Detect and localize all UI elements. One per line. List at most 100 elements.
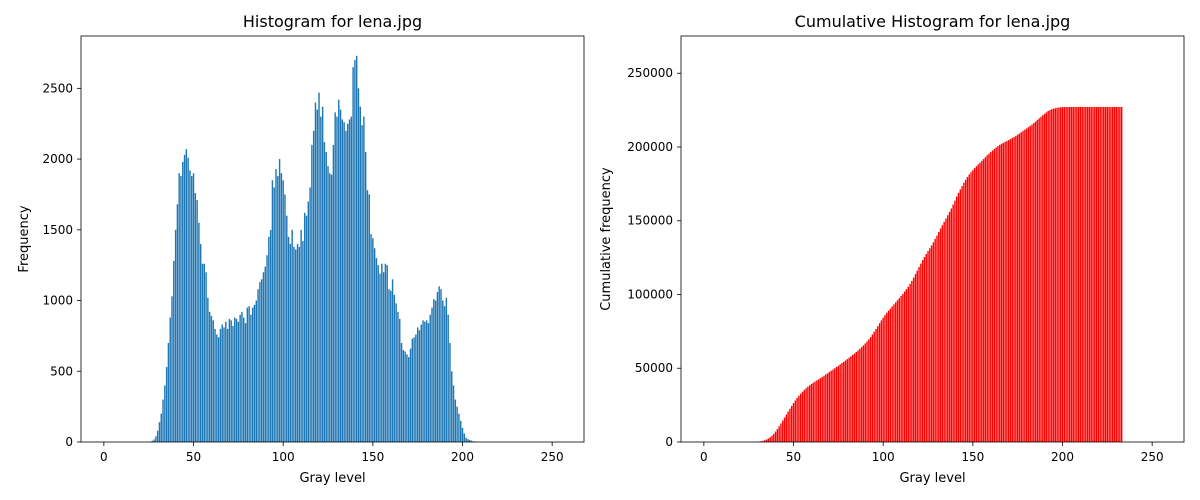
- bar: [404, 351, 406, 442]
- bar: [334, 112, 336, 442]
- bar: [882, 317, 884, 442]
- x-tick-label: 0: [700, 450, 708, 464]
- cumulative-title: Cumulative Histogram for lena.jpg: [795, 12, 1071, 31]
- bar: [869, 337, 872, 442]
- bar: [445, 297, 448, 442]
- histogram-title: Histogram for lena.jpg: [243, 12, 422, 31]
- x-tick-label: 250: [541, 450, 564, 464]
- bar: [237, 321, 240, 442]
- bar: [411, 338, 414, 442]
- bar: [275, 168, 277, 443]
- bar: [230, 320, 232, 442]
- bar: [1009, 139, 1012, 443]
- bar: [930, 245, 933, 442]
- bar: [259, 282, 261, 442]
- bar: [773, 433, 775, 442]
- bar: [963, 182, 965, 442]
- bar: [1108, 106, 1110, 443]
- bar: [816, 380, 818, 442]
- bar: [289, 243, 292, 442]
- bar: [339, 109, 342, 442]
- bar: [286, 215, 288, 442]
- bar: [1104, 106, 1107, 443]
- bar: [187, 157, 189, 442]
- bar: [366, 190, 369, 442]
- bar: [225, 321, 227, 442]
- bar: [805, 388, 807, 442]
- bar: [226, 328, 229, 442]
- histogram-y-axis-label: Frequency: [17, 205, 32, 272]
- bar: [957, 192, 960, 442]
- bar: [295, 249, 297, 442]
- bar: [771, 435, 773, 442]
- bar: [234, 317, 236, 442]
- bar: [381, 263, 383, 442]
- bar: [239, 314, 241, 442]
- bar: [1029, 125, 1031, 443]
- bar: [208, 311, 211, 442]
- bar: [875, 328, 877, 442]
- bar: [1070, 106, 1073, 442]
- bar: [303, 212, 306, 442]
- bar: [1120, 106, 1123, 443]
- bar: [929, 248, 931, 442]
- bar: [390, 290, 392, 442]
- histogram-axes-frame: [80, 35, 585, 443]
- bar: [862, 345, 865, 442]
- bar: [312, 130, 315, 442]
- bar: [416, 327, 419, 442]
- bar: [841, 363, 843, 442]
- x-tick-label: 200: [451, 450, 474, 464]
- bar: [203, 263, 205, 442]
- bar: [406, 354, 408, 442]
- bar: [1092, 106, 1094, 443]
- bar: [158, 422, 161, 442]
- bar: [241, 311, 243, 442]
- bar: [774, 431, 777, 442]
- bar: [990, 152, 992, 442]
- bar: [452, 385, 455, 442]
- bar: [1056, 107, 1058, 442]
- bar: [844, 360, 847, 442]
- bar: [1119, 106, 1121, 443]
- bar: [947, 215, 949, 442]
- cumulative-bars: [749, 106, 1123, 443]
- bar: [792, 403, 795, 442]
- bar: [859, 348, 861, 442]
- bar: [808, 385, 811, 442]
- bar: [393, 294, 396, 442]
- bar: [848, 357, 850, 442]
- bar: [1051, 109, 1053, 443]
- bar: [400, 342, 403, 442]
- bar: [986, 155, 988, 443]
- x-tick-label: 0: [100, 450, 108, 464]
- bar: [251, 307, 254, 442]
- bar: [361, 125, 363, 443]
- bar: [762, 440, 764, 442]
- bar: [970, 172, 972, 443]
- histogram-x-ticks: 0 50 100 150 200 250: [100, 442, 564, 464]
- bar: [823, 375, 825, 442]
- bar: [183, 154, 186, 442]
- bar: [223, 327, 225, 442]
- y-tick-label: 200000: [627, 140, 673, 154]
- bar: [347, 123, 349, 443]
- bar: [302, 241, 304, 442]
- bar: [1083, 106, 1085, 443]
- bar: [205, 272, 207, 442]
- bar: [1000, 143, 1003, 442]
- y-tick-label: 150000: [627, 214, 673, 228]
- bar: [296, 243, 299, 442]
- bar: [794, 400, 797, 442]
- bar: [938, 231, 940, 442]
- bar: [945, 218, 947, 442]
- bar: [1058, 107, 1060, 442]
- bar: [232, 326, 234, 442]
- bar: [207, 297, 209, 442]
- bar: [921, 260, 924, 442]
- bar: [1074, 106, 1076, 443]
- bar: [442, 300, 444, 442]
- bar: [907, 286, 909, 442]
- bar: [966, 177, 969, 443]
- bar: [468, 439, 471, 442]
